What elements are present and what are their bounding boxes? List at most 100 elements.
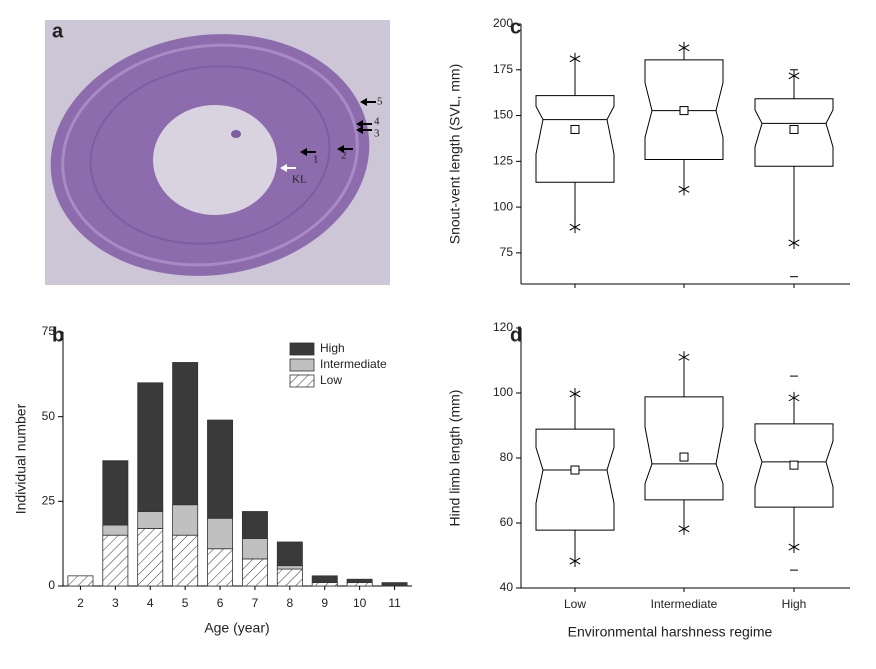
bar-segment [346, 578, 373, 584]
box [754, 423, 834, 508]
bar-segment [241, 511, 268, 539]
arrow-head [356, 126, 363, 134]
bar-segment [207, 419, 234, 519]
mean-marker [789, 124, 799, 134]
box [644, 396, 724, 501]
star-stroke [569, 223, 581, 231]
y-tick-label: 150 [493, 108, 513, 122]
legend-swatch [289, 374, 315, 388]
y-tick-label: 80 [500, 450, 514, 464]
annotation: 2 [341, 150, 347, 162]
bar-segment [137, 382, 164, 512]
bar-segment [207, 517, 234, 550]
outlier-star [788, 69, 800, 82]
bar-segment [172, 534, 199, 587]
bar-segment [311, 582, 338, 587]
outlier-star [788, 236, 800, 249]
y-tick-label: 25 [42, 494, 56, 508]
legend-label: High [320, 341, 345, 355]
outlier-star [569, 387, 581, 400]
x-tick-label: Intermediate [651, 597, 718, 611]
mean-marker [570, 465, 580, 475]
bar-segment [241, 538, 268, 560]
outlier-star [678, 522, 690, 535]
star-stroke [569, 557, 581, 565]
star-stroke [678, 353, 690, 361]
bar-segment [346, 582, 373, 587]
x-tick-label: 7 [252, 596, 259, 610]
star-stroke [678, 44, 690, 52]
arrow-head [337, 145, 344, 153]
arrow-head [280, 164, 287, 172]
panel-label: a [52, 20, 64, 42]
panel-label: d [510, 324, 522, 346]
panel-label: b [52, 324, 64, 346]
y-tick-label: 60 [500, 515, 514, 529]
star-stroke [678, 185, 690, 193]
legend-label: Low [320, 373, 342, 387]
y-axis-label: Individual number [13, 403, 29, 514]
arrow-head [360, 98, 367, 106]
arrow-head [356, 120, 363, 128]
star-stroke [678, 525, 690, 533]
x-axis-label: Age (year) [204, 620, 269, 636]
annotation: 5 [377, 96, 383, 108]
x-axis-label: Environmental harshness regime [568, 624, 773, 640]
y-tick-label: 175 [493, 62, 513, 76]
x-tick-label: High [782, 597, 807, 611]
outlier-star [569, 52, 581, 65]
x-tick-label: 9 [321, 596, 328, 610]
star-stroke [569, 390, 581, 398]
micrograph [45, 20, 390, 285]
mean-marker [789, 460, 799, 470]
box [754, 98, 834, 167]
bar-segment [311, 575, 338, 584]
x-tick-label: 5 [182, 596, 189, 610]
annotation: 4 [374, 116, 380, 128]
x-tick-label: 4 [147, 596, 154, 610]
y-tick-label: 0 [48, 578, 55, 592]
annotation: KL [292, 174, 307, 186]
bar-segment [381, 582, 408, 587]
bar-segment [102, 534, 129, 587]
y-axis-label: Hind limb length (mm) [447, 390, 463, 527]
star-stroke [788, 394, 800, 402]
outlier-star [678, 183, 690, 196]
bar-segment [276, 565, 303, 570]
bar-segment [241, 558, 268, 587]
mean-marker [679, 452, 689, 462]
y-tick-label: 120 [493, 320, 513, 334]
outlier-star [788, 541, 800, 554]
bar-segment [276, 568, 303, 587]
bar-segment [67, 575, 94, 587]
x-tick-label: 10 [353, 596, 367, 610]
mean-marker [570, 124, 580, 134]
outlier-star [569, 555, 581, 568]
bar-segment [137, 528, 164, 587]
y-tick-label: 100 [493, 199, 513, 213]
bar-segment [207, 548, 234, 587]
bar-segment [276, 541, 303, 567]
mean-marker [679, 106, 689, 116]
star-stroke [788, 543, 800, 551]
box [535, 95, 615, 183]
x-tick-label: Low [564, 597, 586, 611]
bar-segment [137, 511, 164, 529]
bar-segment [172, 362, 199, 506]
y-tick-label: 125 [493, 153, 513, 167]
star-stroke [788, 72, 800, 80]
y-tick-label: 200 [493, 16, 513, 30]
annotation: 1 [313, 154, 319, 166]
bar-segment [102, 524, 129, 536]
legend-swatch [289, 358, 315, 372]
x-tick-label: 2 [77, 596, 84, 610]
outlier-star [569, 221, 581, 234]
box [644, 59, 724, 160]
bar-segment [102, 460, 129, 526]
x-tick-label: 6 [217, 596, 224, 610]
y-tick-label: 40 [500, 580, 514, 594]
y-tick-label: 100 [493, 385, 513, 399]
y-axis-label: Snout-vent length (SVL, mm) [447, 64, 463, 245]
x-tick-label: 11 [388, 596, 401, 610]
